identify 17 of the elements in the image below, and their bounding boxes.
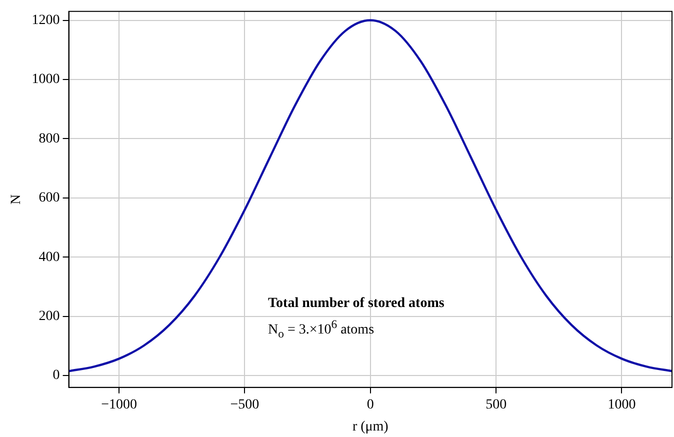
x-axis-title: r (μm) (352, 419, 389, 434)
y-tick-label: 400 (38, 250, 60, 265)
y-tick-label: 600 (38, 190, 60, 206)
y-tick-label: 1000 (32, 72, 60, 88)
y-tick-label: 0 (52, 368, 60, 384)
y-tick-label: 200 (38, 309, 60, 324)
x-tick-label: 500 (486, 397, 507, 412)
x-tick-label: −500 (230, 397, 260, 412)
y-axis-title: N (9, 194, 24, 204)
y-tick-label: 1200 (32, 12, 60, 28)
annotation: N$_{o}$ = 3.×10$^{6}$ atoms (268, 318, 376, 340)
line-series (68, 19, 672, 372)
y-tick-label: 800 (38, 131, 60, 146)
x-tick-label: 0 (366, 397, 374, 412)
x-tick-label: 1000 (608, 397, 636, 412)
x-tick-label: −1000 (101, 397, 138, 412)
annotation: Total number of stored atoms (268, 296, 444, 312)
